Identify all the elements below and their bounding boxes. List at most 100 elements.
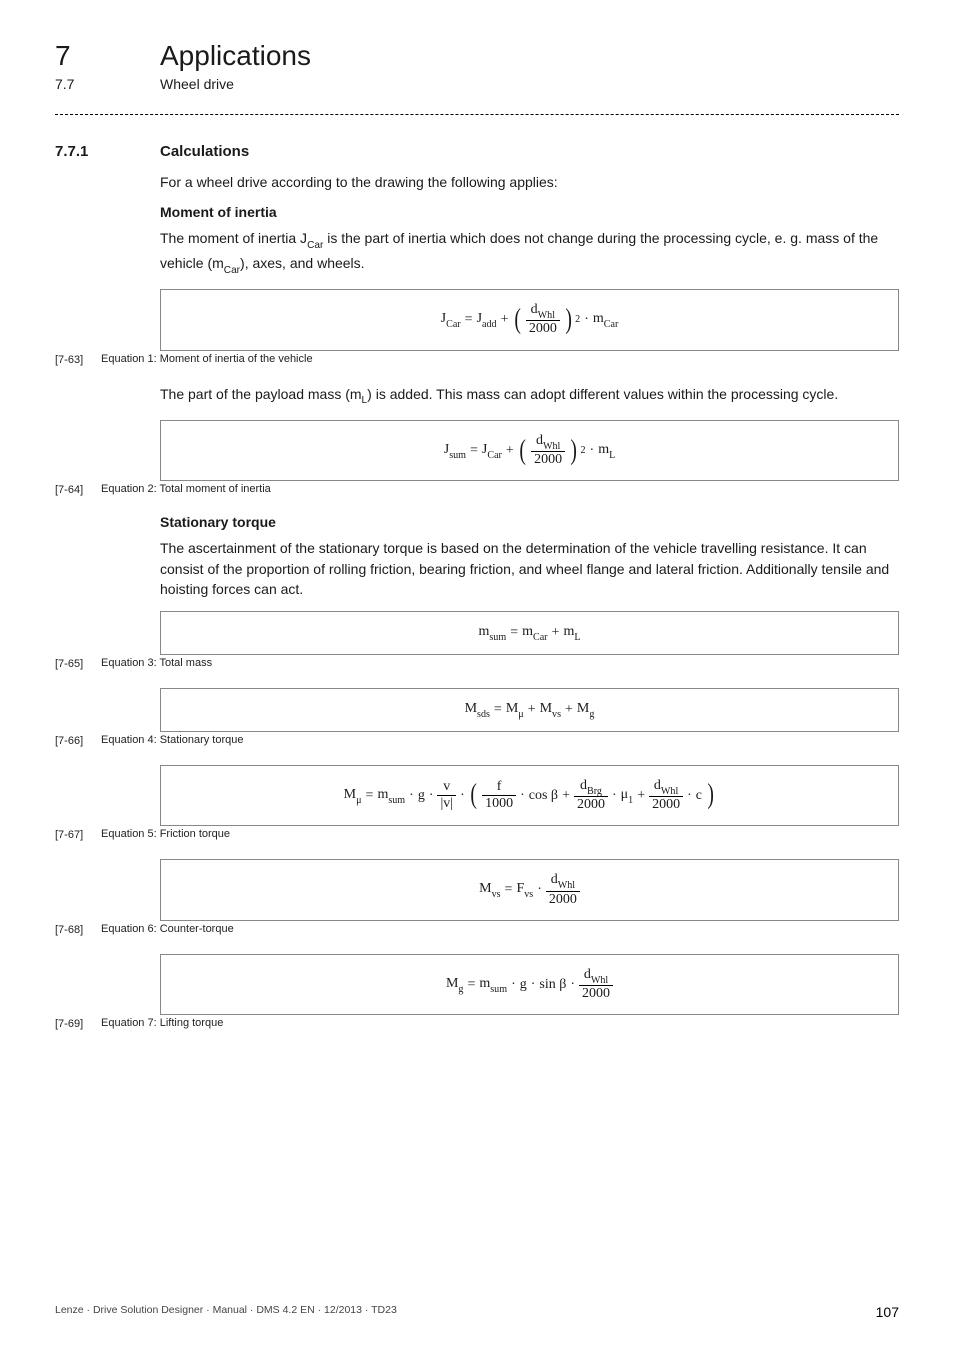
eq-op: = [510,625,518,641]
equation-7-caption: Equation 7: Lifting torque [101,1017,223,1029]
st-heading: Stationary torque [160,514,899,530]
moi-p1-sub2: Car [224,265,240,276]
eq-op: + [501,312,509,328]
eq-sub: sum [490,984,507,995]
eq-op: · [511,977,516,993]
section-header: 7.7 Wheel drive [55,76,899,92]
eq-sub: Whl [661,786,678,797]
equation-5-caption: Equation 5: Friction torque [101,828,230,840]
equation-3: msum = mCar + mL [478,624,580,642]
eq-op: + [506,443,514,459]
equation-5-caption-row: [7-67] Equation 5: Friction torque [55,828,899,841]
eq-frac: dWhl 2000 [546,872,580,907]
eq-sub: g [589,709,594,720]
eq-sub: Whl [543,441,560,452]
section-title: Wheel drive [160,76,234,92]
moi-p1-sub1: Car [307,240,323,251]
moi-p1: The moment of inertia JCar is the part o… [160,228,899,277]
eq-op: = [494,702,502,718]
eq-op: = [505,882,513,898]
eq-sub: Brg [587,786,602,797]
equation-2: Jsum = JCar + ( dWhl 2000 ) 2 · mL [444,433,616,468]
eq-sym: c [696,788,702,804]
eq-op: · [590,443,595,459]
equation-6-caption-row: [7-68] Equation 6: Counter-torque [55,923,899,936]
intro-text: For a wheel drive according to the drawi… [160,172,899,192]
eq-op: + [565,702,573,718]
eq-sub: sum [489,632,506,643]
eq-frac: v |v| [437,779,456,812]
eq-op: = [470,443,478,459]
moi-heading: Moment of inertia [160,204,899,220]
chapter-number: 7 [55,40,160,72]
eq-op: = [366,788,374,804]
divider [55,114,899,115]
eq-sym: m [598,442,609,457]
eq-frac: dWhl 2000 [649,778,683,813]
eq-op: + [552,625,560,641]
eq-sym: m [522,624,533,639]
equation-4: Msds = Mμ + Mvs + Mg [465,701,595,719]
equation-6-caption: Equation 6: Counter-torque [101,923,234,935]
equation-2-caption: Equation 2: Total moment of inertia [101,483,271,495]
paren-l: ( [514,309,521,331]
equation-4-caption: Equation 4: Stationary torque [101,734,243,746]
eq-sub: Car [604,319,619,330]
eq-sup: 2 [580,445,585,456]
eq-sym: d [654,778,661,793]
eq-op: · [531,977,536,993]
eq-frac: dBrg 2000 [574,778,608,813]
eq-sym: d [580,778,587,793]
eq-op: + [528,702,536,718]
eq-num: f [482,779,516,796]
equation-3-ref: [7-65] [55,657,101,670]
eq-sym: d [584,967,591,982]
subsection-title: Calculations [160,143,249,160]
subsection-header: 7.7.1 Calculations [55,143,899,160]
eq-op: · [520,788,525,804]
eq-op: = [467,977,475,993]
eq-sym: d [536,433,543,448]
eq-sub: μ [518,709,523,720]
equation-2-box: Jsum = JCar + ( dWhl 2000 ) 2 · mL [160,420,899,481]
eq-sym: m [478,624,489,639]
eq-den: 1000 [482,796,516,812]
paren-r: ) [565,309,572,331]
equation-7-ref: [7-69] [55,1017,101,1030]
equation-4-caption-row: [7-66] Equation 4: Stationary torque [55,734,899,747]
paren-l: ( [470,784,477,806]
eq-sub: sds [477,709,490,720]
eq-sym: M [506,701,518,716]
eq-sub: vs [492,889,501,900]
eq-op: · [537,882,542,898]
eq-sym: sin β [539,977,566,993]
eq-sym: m [479,976,490,991]
equation-7-caption-row: [7-69] Equation 7: Lifting torque [55,1017,899,1030]
equation-1-box: JCar = Jadd + ( dWhl 2000 ) 2 · mCar [160,289,899,350]
eq-sub: L [609,450,615,461]
eq-sup: 2 [575,314,580,325]
footer-left: Lenze · Drive Solution Designer · Manual… [55,1304,397,1320]
eq-sym: M [344,787,356,802]
eq-den: 2000 [531,452,565,468]
eq-op: · [584,312,589,328]
eq-sub: Car [533,632,548,643]
eq-sym: M [446,976,458,991]
chapter-header: 7 Applications [55,40,899,72]
eq-sym: g [418,788,425,804]
st-p1: The ascertainment of the stationary torq… [160,538,899,599]
chapter-title: Applications [160,40,311,72]
eq-den: 2000 [574,797,608,813]
eq-op: · [570,977,575,993]
eq-op: + [637,788,645,804]
moi-p1a: The moment of inertia J [160,230,307,246]
eq-sym: cos β [529,788,558,804]
equation-7-box: Mg = msum · g · sin β · dWhl 2000 [160,954,899,1015]
eq-sub: Whl [538,310,555,321]
section-number: 7.7 [55,76,160,92]
eq-sym: M [465,701,477,716]
moi-p2a: The part of the payload mass (m [160,386,362,402]
equation-4-ref: [7-66] [55,734,101,747]
eq-den: |v| [437,796,456,812]
paren-r: ) [707,784,714,806]
